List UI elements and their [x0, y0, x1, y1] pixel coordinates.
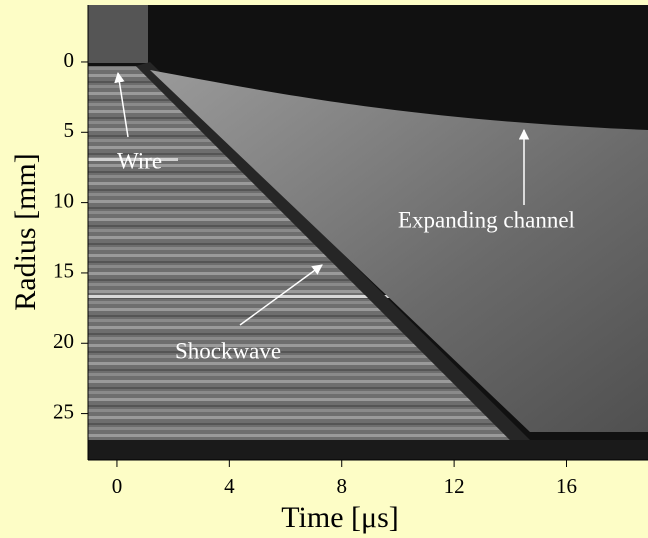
streak-image [88, 5, 648, 460]
annotation: Wire [117, 148, 162, 173]
y-tick-label: 15 [53, 259, 74, 283]
y-tick-label: 25 [53, 399, 74, 423]
x-tick-label: 4 [224, 474, 235, 498]
y-tick-label: 5 [64, 118, 75, 142]
x-tick-label: 0 [112, 474, 123, 498]
y-tick-label: 0 [64, 48, 75, 72]
annotation-arrows [114, 71, 530, 326]
y-axis-label: Radius [mm] [9, 153, 42, 311]
y-tick-label: 20 [53, 329, 74, 353]
annotation: Shockwave [175, 338, 281, 363]
annotation: Expanding channel [398, 207, 575, 232]
x-tick-label: 12 [444, 474, 465, 498]
x-tick-label: 8 [336, 474, 347, 498]
x-tick-label: 16 [556, 474, 577, 498]
y-tick-label: 10 [53, 188, 74, 212]
x-axis-label: Time [μs] [281, 501, 399, 534]
